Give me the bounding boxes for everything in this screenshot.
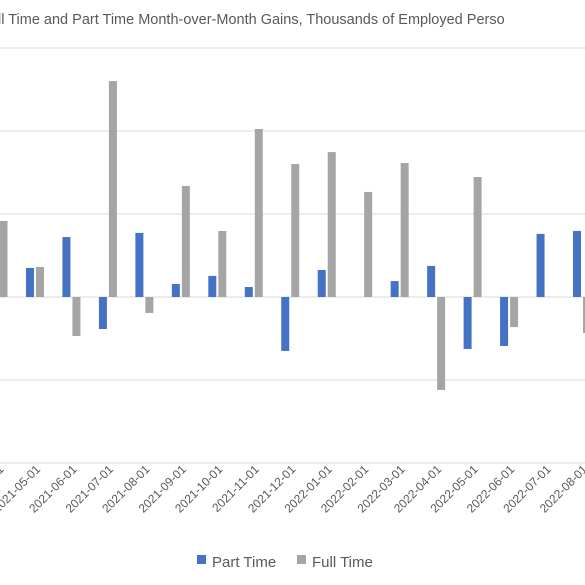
bar <box>254 129 263 297</box>
bar <box>473 176 482 297</box>
bar <box>244 287 253 297</box>
bar <box>510 297 519 328</box>
bar <box>108 81 117 297</box>
bar <box>400 163 409 297</box>
bar <box>0 220 8 297</box>
bar <box>390 281 399 297</box>
bar <box>98 297 107 330</box>
bar <box>427 265 436 297</box>
bar <box>135 232 144 297</box>
chart-title: ll Time and Part Time Month-over-Month G… <box>0 12 505 28</box>
legend-label: Full Time <box>312 554 373 571</box>
bar <box>364 191 373 297</box>
legend-swatch <box>197 555 206 564</box>
bar <box>171 284 180 297</box>
bar <box>218 230 227 297</box>
legend-label: Part Time <box>212 554 276 571</box>
bar <box>500 297 509 346</box>
bar <box>72 297 81 337</box>
bar <box>62 237 71 297</box>
bar <box>317 269 326 297</box>
bar <box>25 267 34 297</box>
bar <box>181 185 190 297</box>
legend-item: Full Time <box>297 554 373 571</box>
bar <box>208 275 217 297</box>
bar <box>281 297 290 351</box>
bar <box>35 266 44 297</box>
bar <box>291 164 300 297</box>
bar <box>573 230 582 297</box>
bar <box>145 297 154 313</box>
bar <box>437 297 446 390</box>
bar <box>327 152 336 297</box>
bar <box>536 233 545 297</box>
bar <box>463 297 472 349</box>
bar <box>583 297 585 334</box>
legend-swatch <box>297 555 306 564</box>
legend-item: Part Time <box>197 554 276 571</box>
